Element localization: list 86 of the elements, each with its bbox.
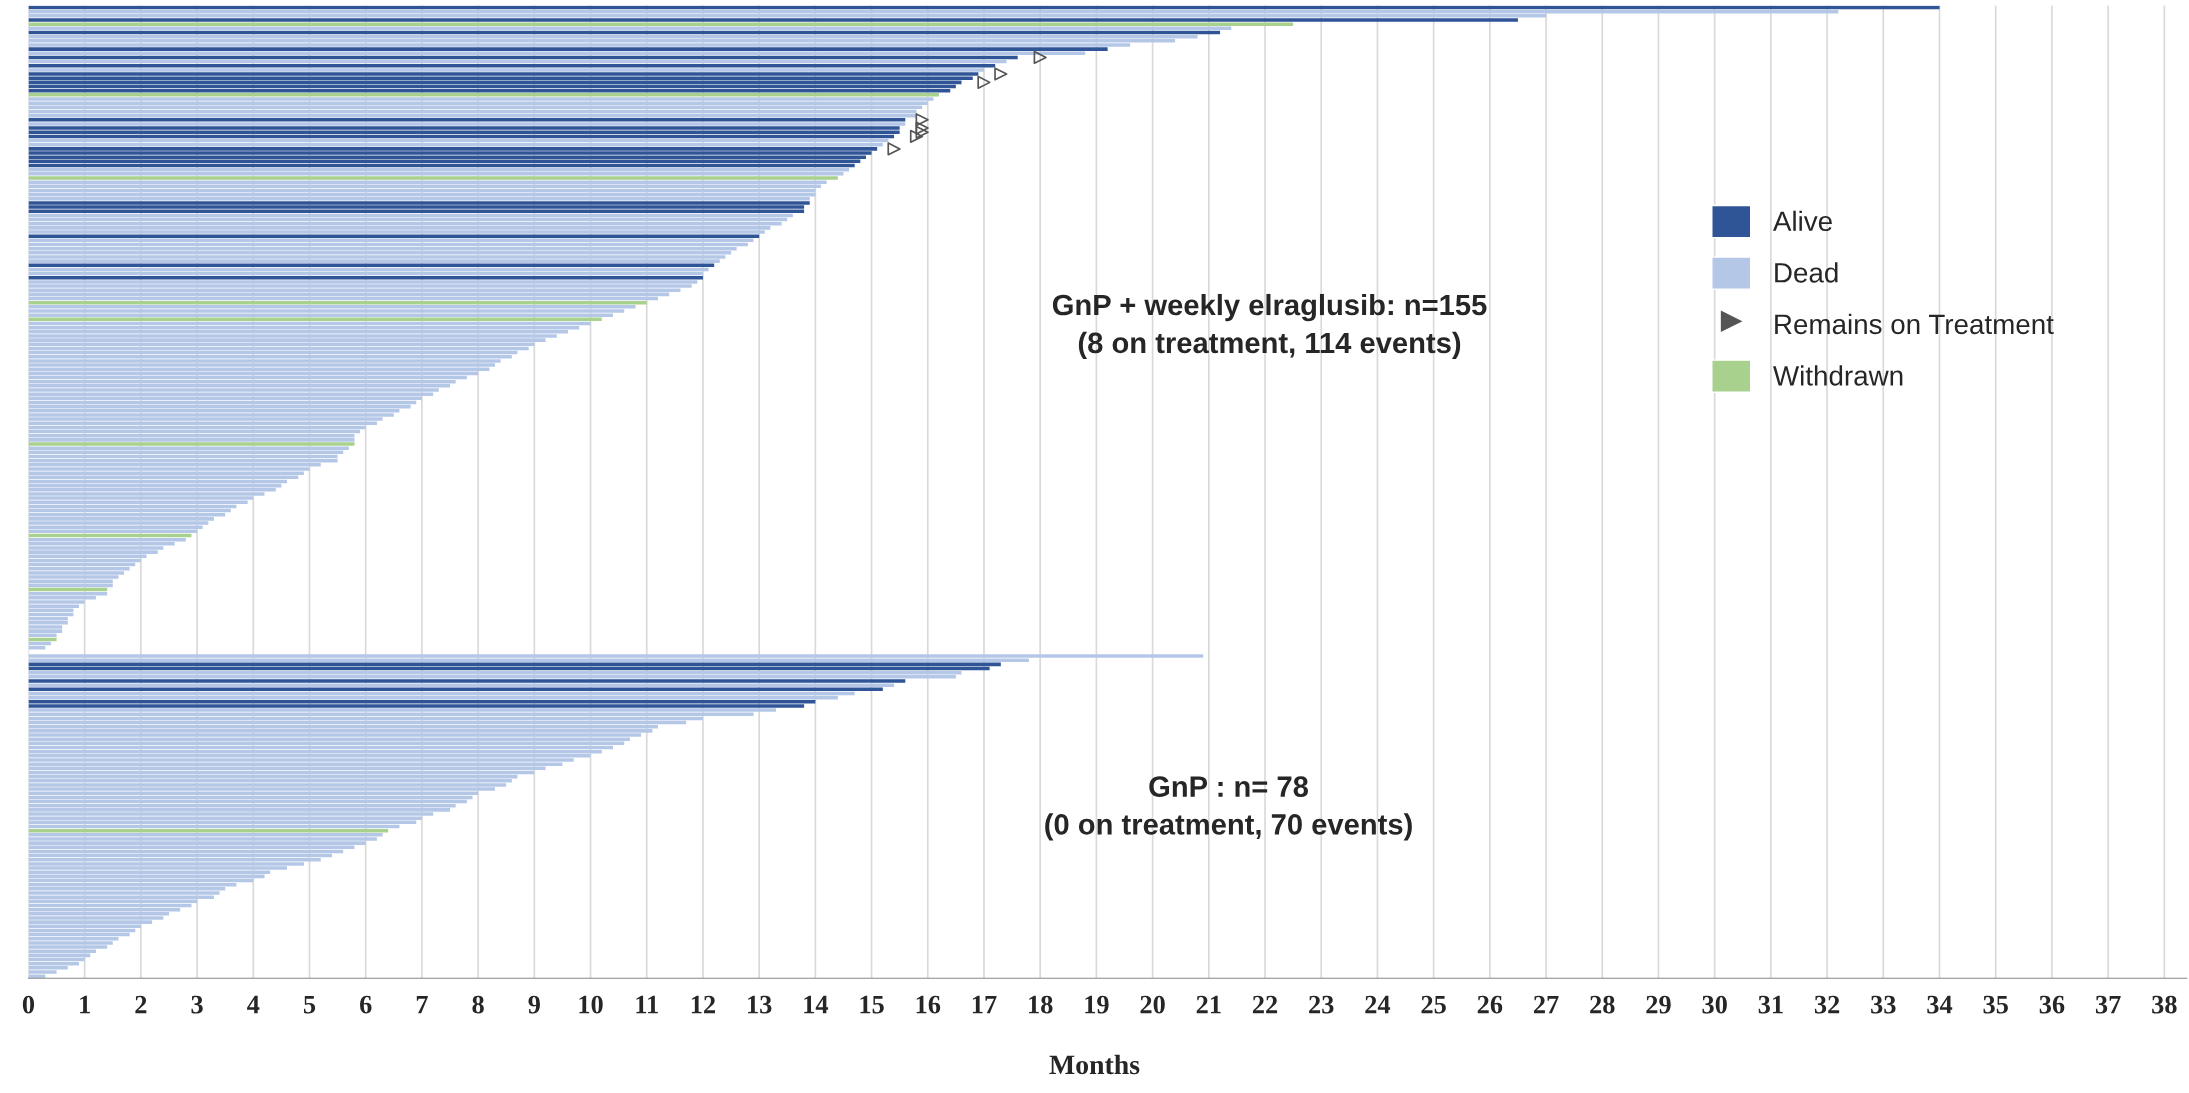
x-tick-label: 21 [1196,995,1221,1014]
bar [28,280,698,284]
x-tick-label: 11 [636,995,658,1014]
x-tick-label: 27 [1533,995,1559,1014]
x-tick-label: 10 [579,995,603,1014]
x-tick-label: 35 [1983,995,2008,1014]
x-tick-label: 18 [1029,995,1053,1014]
bar [28,708,777,712]
bar [28,201,810,205]
bar [28,93,940,97]
x-tick-label: 29 [1646,995,1671,1014]
x-tick-label: 31 [1758,995,1783,1014]
x-tick-label: 28 [1590,995,1615,1014]
bar [28,47,1108,51]
bar [28,176,838,180]
bar [28,446,349,450]
point [915,113,929,127]
legend-label: Withdrawn [1773,365,1903,386]
bar [28,305,636,309]
x-tick-label: 9 [528,995,540,1014]
x-tick-label: 38 [2152,995,2177,1014]
point [1033,50,1047,65]
legend-label: Dead [1775,262,1838,283]
annotation: GnP : n= 78 (0 on treatment, 70 events) [1045,776,1412,841]
bar [28,700,816,704]
x-tick-label: 1 [80,995,90,1014]
bar [28,275,703,280]
x-tick-label: 36 [2039,995,2065,1014]
x-axis-title: Months [1049,1054,1140,1075]
annotation: GnP + weekly elraglusib: n=155 (8 on treatment, 114 events) [1052,293,1487,360]
bar [28,833,383,837]
bar [28,234,760,238]
point [977,75,991,90]
legend-label: Remains on Treatment [1775,313,2054,335]
bar [28,72,979,76]
x-tick-label: 4 [247,995,260,1014]
x-tick-label: 8 [472,995,484,1014]
x-tick-label: 19 [1085,995,1109,1014]
point [915,125,929,139]
legend-label: Alive [1772,210,1832,232]
x-tick-label: 13 [748,995,772,1014]
bar [28,679,906,683]
point [909,129,924,144]
x-tick-label: 24 [1365,995,1391,1014]
x-tick-label: 20 [1140,995,1165,1014]
bar [28,438,355,442]
x-tick-label: 14 [804,995,829,1014]
x-tick-label: 12 [691,995,715,1014]
x-tick-label: 15 [860,995,884,1014]
x-tick-label: 5 [303,995,316,1014]
x-tick-label: 22 [1252,995,1278,1014]
x-tick-label: 0 [22,995,35,1014]
x-tick-label: 33 [1871,995,1896,1014]
bar [28,18,1518,22]
bar [28,68,984,72]
x-tick-label: 30 [1702,995,1727,1014]
x-tick-label: 16 [916,995,941,1014]
x-tick-label: 37 [2095,995,2121,1014]
bar [28,97,934,101]
bar [28,683,895,687]
bar [28,621,68,625]
bar [28,130,900,135]
point [887,142,901,156]
bar [28,180,827,184]
bar [28,122,906,126]
x-tick-label: 17 [972,995,997,1014]
x-tick-label: 6 [360,995,372,1014]
x-tick-label: 3 [191,995,203,1014]
x-tick-label: 34 [1927,995,1953,1014]
bar [28,118,906,122]
bar [28,654,1204,658]
point [994,67,1008,81]
bar [28,442,355,446]
bar [28,209,805,214]
x-tick-label: 7 [416,995,428,1014]
x-tick-label: 23 [1309,995,1334,1014]
bar [28,126,900,130]
point [915,121,929,135]
x-tick-label: 26 [1477,995,1503,1014]
x-tick-label: 2 [135,995,147,1014]
x-tick-label: 32 [1814,995,1840,1014]
bar [28,63,996,68]
bar [28,629,63,633]
bar [28,147,878,151]
bar [28,22,1294,26]
x-tick-label: 25 [1421,995,1446,1014]
